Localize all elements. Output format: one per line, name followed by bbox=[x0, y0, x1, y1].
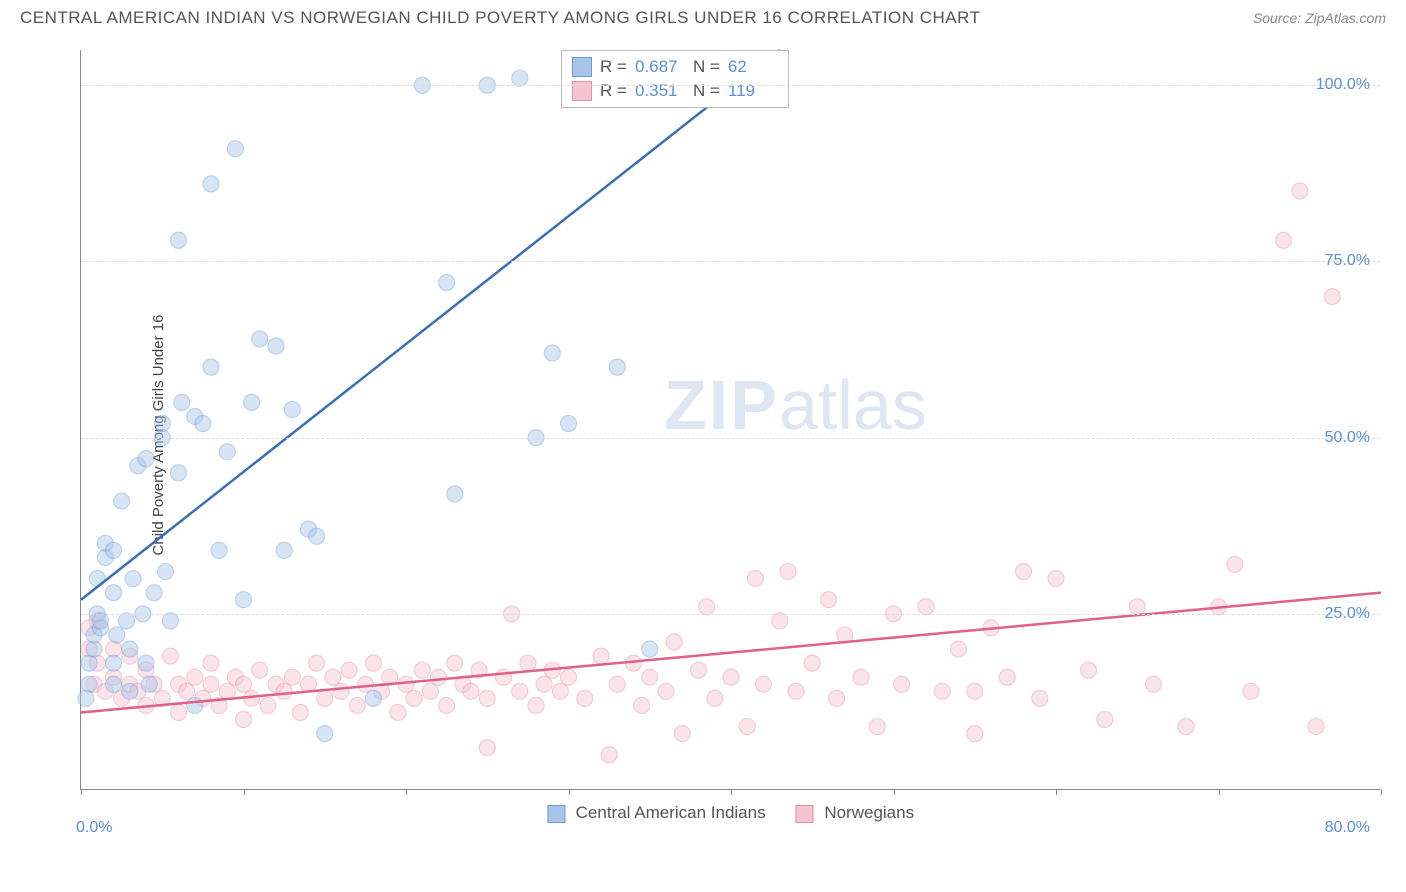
r-label: R = bbox=[600, 57, 627, 77]
source-label: Source: ZipAtlas.com bbox=[1253, 10, 1386, 26]
series2-legend-swatch-icon bbox=[796, 805, 814, 823]
chart-header: CENTRAL AMERICAN INDIAN VS NORWEGIAN CHI… bbox=[0, 0, 1406, 32]
series1-legend-swatch-icon bbox=[547, 805, 565, 823]
x-tick-label-max: 80.0% bbox=[1325, 819, 1370, 837]
plot-area: ZIPatlas R = 0.687 N = 62 R = 0.351 N = … bbox=[80, 50, 1380, 790]
chart-container: Child Poverty Among Girls Under 16 ZIPat… bbox=[50, 40, 1390, 830]
n-label: N = bbox=[693, 57, 720, 77]
series2-n-value: 119 bbox=[728, 81, 778, 101]
legend-item-series1: Central American Indians bbox=[547, 803, 766, 823]
chart-title: CENTRAL AMERICAN INDIAN VS NORWEGIAN CHI… bbox=[20, 8, 980, 28]
stats-box: R = 0.687 N = 62 R = 0.351 N = 119 bbox=[561, 50, 789, 108]
series1-n-value: 62 bbox=[728, 57, 778, 77]
series1-legend-label: Central American Indians bbox=[576, 803, 766, 822]
x-tick-label-min: 0.0% bbox=[76, 819, 112, 837]
r-label: R = bbox=[600, 81, 627, 101]
legend-item-series2: Norwegians bbox=[796, 803, 915, 823]
series1-r-value: 0.687 bbox=[635, 57, 685, 77]
series2-swatch-icon bbox=[572, 81, 592, 101]
n-label: N = bbox=[693, 81, 720, 101]
series2-r-value: 0.351 bbox=[635, 81, 685, 101]
series1-swatch-icon bbox=[572, 57, 592, 77]
stats-row-series2: R = 0.351 N = 119 bbox=[572, 79, 778, 103]
stats-row-series1: R = 0.687 N = 62 bbox=[572, 55, 778, 79]
legend: Central American Indians Norwegians bbox=[547, 803, 914, 823]
scatter-plot-svg bbox=[81, 50, 1380, 789]
series2-legend-label: Norwegians bbox=[824, 803, 914, 822]
